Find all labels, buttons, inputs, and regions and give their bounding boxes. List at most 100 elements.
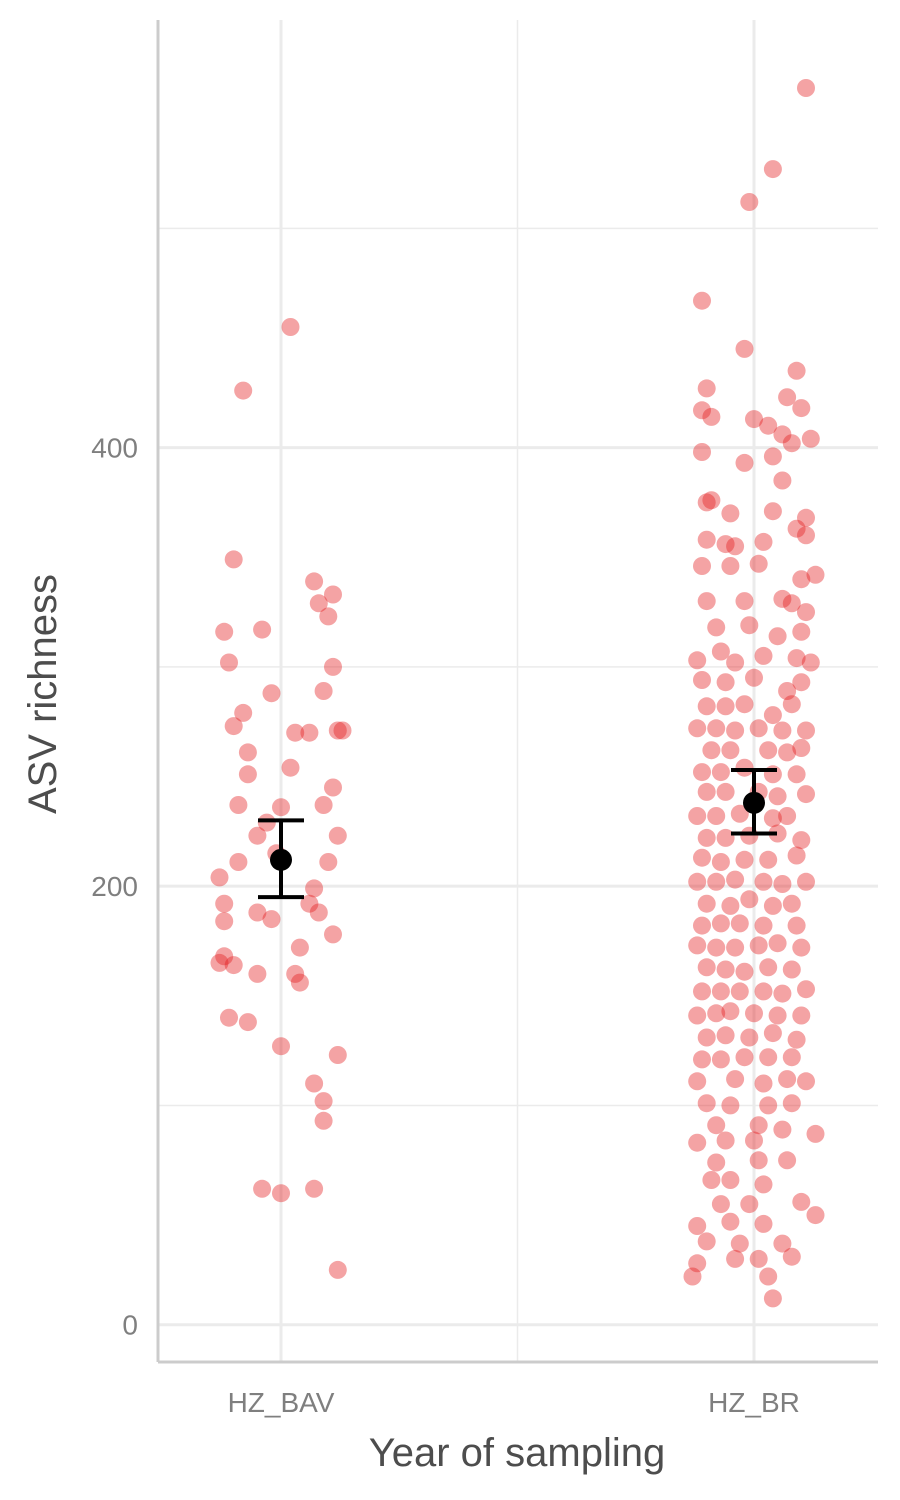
point-HZ_BR-113	[688, 936, 707, 955]
point-HZ_BR-150	[797, 1072, 815, 1091]
y-tick-label-1: 200	[91, 871, 138, 902]
point-HZ_BR-138	[740, 1028, 759, 1047]
point-HZ_BR-174	[806, 1206, 825, 1225]
point-HZ_BR-119	[697, 958, 716, 977]
point-HZ_BR-50	[801, 653, 820, 672]
point-HZ_BR-94	[735, 850, 754, 869]
point-HZ_BR-69	[759, 741, 778, 760]
point-HZ_BR-23	[763, 502, 782, 521]
point-HZ_BR-157	[773, 1120, 792, 1139]
point-HZ_BR-118	[792, 938, 811, 957]
x-tick-label-HZ_BAV: HZ_BAV	[228, 1387, 335, 1418]
point-HZ_BR-84	[730, 804, 749, 823]
point-HZ_BR-26	[716, 535, 735, 554]
point-HZ_BR-0	[797, 79, 815, 97]
point-HZ_BR-180	[749, 1249, 768, 1268]
point-HZ_BR-48	[754, 646, 773, 665]
point-HZ_BR-91	[792, 831, 811, 850]
axes	[156, 20, 878, 1364]
y-tick-label-2: 400	[91, 433, 138, 464]
point-HZ_BAV-5	[309, 594, 328, 613]
point-HZ_BR-163	[749, 1151, 768, 1170]
point-HZ_BR-71	[792, 739, 811, 757]
point-HZ_BAV-13	[234, 703, 253, 722]
point-HZ_BR-59	[763, 706, 782, 725]
point-HZ_BAV-0	[281, 318, 300, 336]
point-HZ_BR-108	[693, 916, 711, 935]
point-HZ_BR-21	[702, 491, 721, 510]
tick-labels: 0 200 400 HZ_BAV HZ_BR	[91, 433, 800, 1418]
point-HZ_BR-111	[754, 916, 773, 935]
point-HZ_BR-8	[693, 401, 711, 420]
point-HZ_BR-45	[688, 651, 707, 670]
point-HZ_BR-126	[730, 982, 749, 1001]
point-HZ_BR-141	[693, 1050, 711, 1069]
point-HZ_BR-32	[721, 557, 740, 575]
point-HZ_BR-46	[711, 642, 730, 661]
point-HZ_BR-103	[697, 894, 716, 913]
point-HZ_BR-31	[693, 557, 711, 575]
point-HZ_BAV-10	[220, 653, 238, 672]
point-HZ_BR-170	[792, 1192, 811, 1211]
point-HZ_BR-68	[721, 741, 740, 760]
point-HZ_BAV-9	[324, 657, 342, 676]
point-HZ_BR-12	[759, 416, 778, 435]
point-HZ_BR-42	[740, 616, 759, 635]
point-HZ_BR-37	[735, 592, 754, 611]
point-HZ_BR-100	[754, 872, 773, 891]
point-HZ_BR-147	[726, 1070, 745, 1089]
point-HZ_BR-120	[716, 960, 735, 979]
point-HZ_BR-165	[702, 1171, 721, 1189]
point-HZ_BAV-28	[248, 826, 267, 845]
point-HZ_BR-72	[693, 763, 711, 782]
point-HZ_BR-152	[721, 1096, 740, 1115]
point-HZ_BR-125	[711, 982, 730, 1001]
point-HZ_BAV-55	[253, 1179, 272, 1198]
point-HZ_BR-137	[716, 1026, 735, 1045]
point-HZ_BR-73	[711, 763, 730, 782]
point-HZ_BR-99	[726, 870, 745, 889]
point-HZ_BR-182	[683, 1267, 702, 1286]
point-HZ_BAV-30	[229, 853, 248, 871]
point-HZ_BR-130	[688, 1006, 707, 1025]
point-HZ_BAV-50	[272, 1037, 290, 1056]
point-HZ_BR-154	[782, 1094, 801, 1113]
point-HZ_BR-15	[801, 429, 820, 448]
point-HZ_BR-56	[697, 697, 716, 716]
point-HZ_BR-156	[749, 1116, 768, 1135]
point-HZ_BAV-35	[300, 894, 319, 913]
point-HZ_BR-6	[697, 379, 716, 398]
point-HZ_BAV-46	[286, 964, 305, 983]
point-HZ_BR-175	[697, 1232, 716, 1251]
point-HZ_BR-90	[768, 824, 787, 843]
point-HZ_BAV-17	[328, 721, 347, 740]
point-HZ_BR-117	[768, 934, 787, 953]
point-HZ_BR-41	[707, 618, 726, 637]
point-HZ_BR-47	[726, 653, 745, 672]
point-HZ_BR-55	[792, 673, 811, 692]
point-HZ_BAV-11	[262, 684, 281, 703]
point-HZ_BAV-8	[253, 620, 272, 639]
point-HZ_BR-124	[693, 982, 711, 1001]
point-HZ_BR-19	[773, 471, 792, 490]
point-HZ_BR-177	[773, 1234, 792, 1253]
point-HZ_BAV-3	[305, 572, 324, 591]
point-HZ_BR-96	[787, 846, 806, 865]
point-HZ_BR-88	[716, 828, 735, 847]
point-HZ_BR-92	[693, 848, 711, 867]
point-HZ_BAV-34	[215, 894, 234, 913]
point-HZ_BAV-57	[305, 1179, 324, 1198]
point-HZ_BR-29	[787, 519, 806, 538]
point-HZ_BR-169	[740, 1195, 759, 1214]
point-HZ_BAV-52	[305, 1074, 324, 1093]
point-HZ_BAV-15	[286, 723, 305, 742]
point-HZ_BR-28	[754, 532, 773, 551]
point-HZ_BR-136	[697, 1028, 716, 1047]
point-HZ_BR-24	[797, 508, 815, 527]
point-HZ_BR-33	[749, 554, 768, 573]
point-HZ_BR-70	[778, 743, 797, 762]
point-HZ_BR-74	[735, 758, 754, 777]
point-HZ_BAV-47	[290, 973, 309, 992]
point-HZ_BAV-25	[314, 796, 333, 814]
point-HZ_BR-179	[726, 1249, 745, 1268]
